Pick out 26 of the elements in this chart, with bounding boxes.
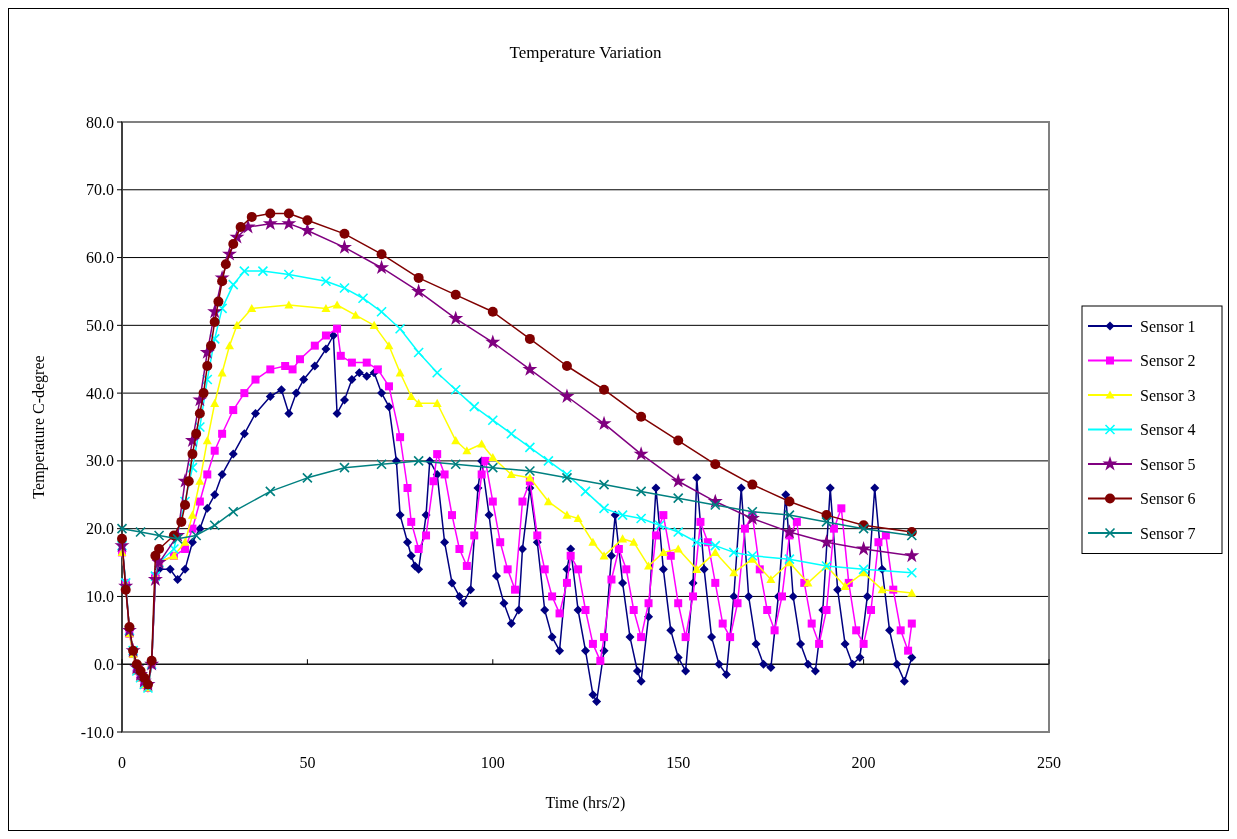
x-axis-title: Time (hrs/2) xyxy=(545,794,626,812)
legend-label: Sensor 3 xyxy=(1140,386,1196,404)
y-tick-label: 70.0 xyxy=(86,181,114,199)
y-tick-label: 40.0 xyxy=(86,384,114,402)
y-tick-label: 0.0 xyxy=(94,655,114,673)
y-axis-title: Temperature C-degree xyxy=(30,355,48,499)
x-tick-label: 0 xyxy=(118,754,126,771)
legend-label: Sensor 1 xyxy=(1140,317,1196,335)
x-tick-label: 200 xyxy=(851,754,876,771)
chart-title: Temperature Variation xyxy=(509,43,662,62)
y-tick-label: -10.0 xyxy=(80,723,114,741)
y-tick-label: 10.0 xyxy=(86,588,114,606)
legend-label: Sensor 5 xyxy=(1140,455,1196,473)
y-tick-label: 60.0 xyxy=(86,249,114,267)
legend-label: Sensor 7 xyxy=(1140,524,1196,542)
y-tick-label: 30.0 xyxy=(86,452,114,470)
y-tick-label: 80.0 xyxy=(86,113,114,131)
y-tick-label: 20.0 xyxy=(86,520,114,538)
legend-label: Sensor 6 xyxy=(1140,490,1196,508)
x-tick-label: 100 xyxy=(480,754,505,771)
x-tick-label: 150 xyxy=(666,754,691,771)
x-tick-label: 50 xyxy=(299,754,316,771)
legend-label: Sensor 4 xyxy=(1140,421,1196,439)
x-tick-label: 250 xyxy=(1037,754,1061,771)
y-tick-label: 50.0 xyxy=(86,316,114,334)
legend-label: Sensor 2 xyxy=(1140,352,1196,370)
